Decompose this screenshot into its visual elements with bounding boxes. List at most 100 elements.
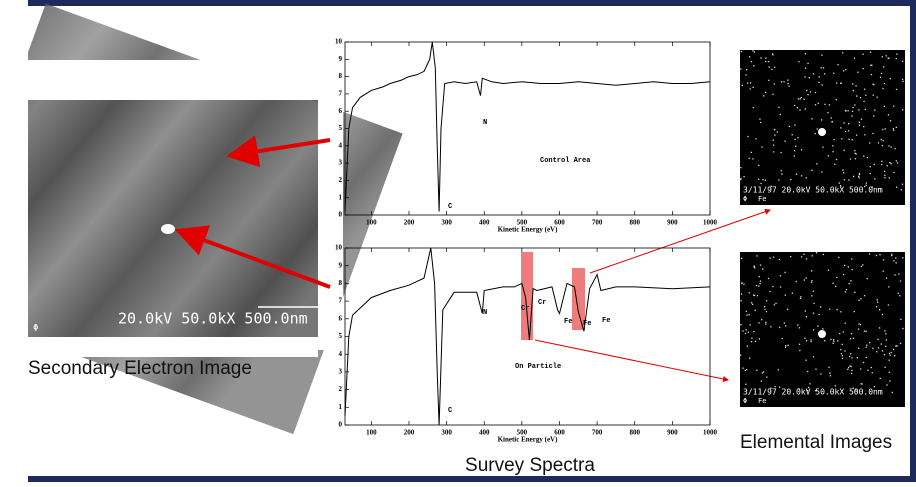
noise-dot bbox=[888, 286, 890, 288]
noise-dot bbox=[874, 109, 876, 111]
noise-dot bbox=[750, 302, 753, 304]
noise-dot bbox=[880, 343, 882, 345]
noise-dot bbox=[867, 369, 869, 371]
noise-dot bbox=[805, 277, 807, 279]
noise-dot bbox=[754, 309, 756, 311]
noise-dot bbox=[762, 371, 765, 373]
x-tick-label: 800 bbox=[629, 219, 640, 227]
noise-dot bbox=[892, 348, 895, 351]
noise-dot bbox=[848, 138, 850, 140]
noise-dot bbox=[869, 166, 872, 168]
noise-dot bbox=[843, 70, 845, 72]
noise-dot bbox=[822, 146, 824, 148]
noise-dot bbox=[884, 128, 886, 130]
noise-dot bbox=[758, 285, 760, 287]
noise-dot bbox=[772, 256, 775, 258]
noise-dot bbox=[885, 339, 888, 341]
noise-dot bbox=[854, 158, 856, 160]
sem-streaks bbox=[0, 4, 403, 435]
noise-dot bbox=[893, 171, 895, 174]
noise-dot bbox=[805, 177, 807, 179]
noise-dot bbox=[885, 277, 888, 279]
noise-dot bbox=[797, 98, 800, 100]
noise-dot bbox=[740, 300, 742, 302]
noise-dot bbox=[851, 357, 853, 359]
x-tick-label: 500 bbox=[517, 219, 528, 227]
noise-dot bbox=[873, 386, 876, 388]
noise-dot bbox=[823, 73, 826, 75]
noise-dot bbox=[796, 106, 799, 109]
noise-dot bbox=[840, 353, 843, 355]
noise-dot bbox=[787, 79, 789, 81]
noise-dot bbox=[743, 176, 745, 178]
noise-dot bbox=[800, 96, 802, 99]
noise-dot bbox=[795, 280, 797, 283]
noise-dot bbox=[779, 275, 782, 277]
noise-dot bbox=[809, 91, 812, 93]
noise-dot bbox=[745, 310, 748, 313]
noise-dot bbox=[813, 302, 815, 305]
noise-dot bbox=[752, 158, 754, 160]
noise-dot bbox=[812, 73, 815, 75]
noise-dot bbox=[772, 139, 774, 141]
noise-dot bbox=[861, 383, 863, 385]
noise-dot bbox=[851, 258, 853, 260]
noise-dot bbox=[753, 51, 756, 53]
noise-dot bbox=[875, 306, 878, 308]
noise-dot bbox=[810, 339, 812, 341]
noise-dot bbox=[883, 170, 886, 172]
noise-dot bbox=[809, 383, 811, 385]
noise-dot bbox=[759, 264, 762, 266]
noise-dot bbox=[765, 310, 768, 313]
noise-dot bbox=[841, 138, 843, 140]
noise-dot bbox=[827, 112, 829, 114]
noise-dot bbox=[807, 370, 809, 373]
noise-dot bbox=[863, 125, 865, 128]
spectrum-line bbox=[344, 41, 711, 212]
x-tick-label: 600 bbox=[554, 219, 565, 227]
noise-dot bbox=[858, 323, 860, 325]
noise-dot bbox=[858, 175, 860, 178]
noise-dot bbox=[859, 96, 862, 99]
noise-dot bbox=[768, 66, 770, 68]
y-tick-label: 10 bbox=[335, 38, 343, 46]
noise-dot bbox=[761, 372, 764, 374]
noise-dot bbox=[876, 96, 878, 98]
noise-dot bbox=[817, 325, 819, 327]
noise-dot bbox=[758, 276, 760, 278]
noise-dot bbox=[770, 326, 772, 328]
noise-dot bbox=[894, 274, 896, 276]
annotation: Cr bbox=[538, 299, 546, 307]
noise-dot bbox=[833, 139, 835, 141]
noise-dot bbox=[884, 177, 886, 179]
noise-dot bbox=[858, 173, 861, 176]
noise-dot bbox=[773, 304, 776, 306]
noise-dot bbox=[854, 291, 856, 294]
noise-dot bbox=[798, 327, 801, 329]
noise-dot bbox=[859, 324, 862, 326]
noise-dot bbox=[836, 82, 838, 84]
noise-dot bbox=[783, 81, 785, 83]
noise-dot bbox=[882, 140, 884, 142]
noise-dot bbox=[863, 155, 865, 157]
x-tick-label: 200 bbox=[404, 429, 415, 437]
noise-dot bbox=[800, 149, 803, 151]
noise-dot bbox=[871, 186, 873, 188]
noise-dot bbox=[847, 368, 849, 371]
noise-dot bbox=[755, 138, 757, 140]
noise-dot bbox=[833, 72, 835, 74]
noise-dot bbox=[895, 160, 897, 162]
noise-dot bbox=[872, 94, 874, 96]
noise-dot bbox=[843, 179, 846, 181]
noise-dot bbox=[860, 368, 862, 370]
noise-dot bbox=[799, 98, 801, 100]
noise-dot bbox=[806, 389, 809, 392]
noise-dot bbox=[869, 51, 872, 53]
noise-dot bbox=[774, 385, 776, 388]
noise-dot bbox=[847, 130, 850, 132]
noise-dot bbox=[858, 172, 861, 175]
noise-dot bbox=[765, 323, 767, 325]
noise-dot bbox=[774, 134, 776, 136]
noise-dot bbox=[855, 85, 857, 87]
